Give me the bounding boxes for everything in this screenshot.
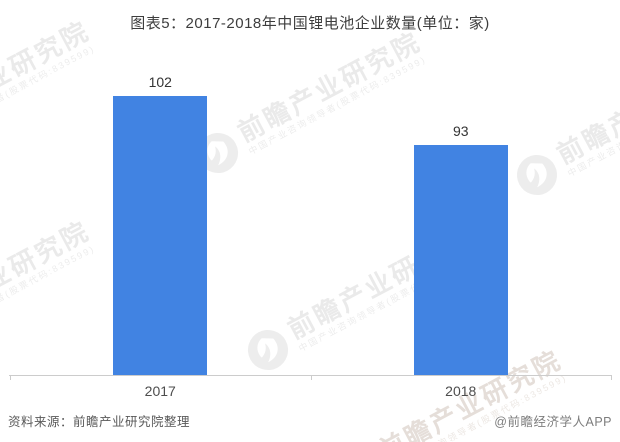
watermark-text: 前瞻产业研究院 <box>551 47 620 170</box>
watermark-subtext: 中国产业咨询领导者(股票代码:839599) <box>0 43 97 147</box>
watermark-subtext: 中国产业咨询领导者(股票代码:839599) <box>246 54 428 157</box>
credit-note: @前瞻经济学人APP <box>494 415 612 429</box>
qianzhan-logo-icon <box>240 322 297 379</box>
watermark-text: 前瞻产业研究院 <box>0 215 95 338</box>
watermark: 前瞻产业研究院 中国产业咨询领导者(股票代码:839599) <box>509 48 620 203</box>
watermark-subtext: 中国产业咨询领导者(股票代码:839599) <box>0 243 97 347</box>
x-axis-label-2018: 2018 <box>445 383 477 399</box>
bar-value-label: 93 <box>452 123 469 139</box>
qianzhan-logo-icon <box>509 147 566 204</box>
watermark: 前瞻产业研究院 中国产业咨询领导者(股票代码:839599) <box>190 26 432 181</box>
x-axis-tick <box>10 375 11 380</box>
chart-title: 图表5：2017-2018年中国锂电池企业数量(单位：家) <box>130 15 490 32</box>
x-axis-tick <box>310 375 312 380</box>
bar-value-label: 102 <box>148 74 172 90</box>
bar-2018 <box>413 145 508 375</box>
bar-2017 <box>113 96 208 375</box>
watermark: 前瞻产业研究院 中国产业咨询领导者(股票代码:839599) <box>0 15 100 147</box>
watermark: 前瞻产业研究院 中国产业咨询领导者(股票代码:839599) <box>0 215 100 347</box>
watermark-text: 前瞻产业研究院 <box>232 25 427 148</box>
watermark-subtext: 中国产业咨询领导者(股票代码:839599) <box>565 76 620 179</box>
x-axis-label-2017: 2017 <box>144 383 176 399</box>
data-source-note: 资料来源：前瞻产业研究院整理 <box>8 415 191 429</box>
watermark-text: 前瞻产业研究院 <box>0 15 95 138</box>
x-axis-tick <box>611 375 612 380</box>
